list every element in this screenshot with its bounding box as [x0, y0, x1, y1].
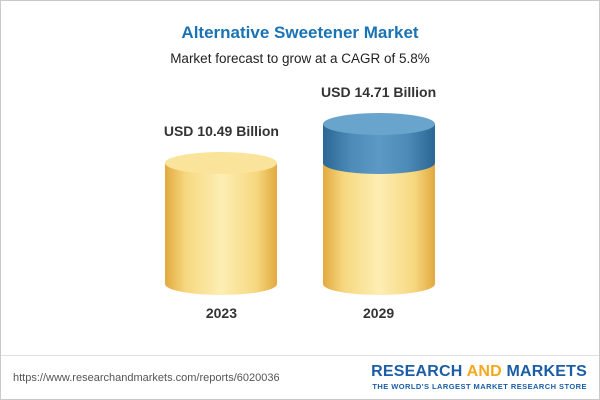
chart-subtitle: Market forecast to grow at a CAGR of 5.8… — [170, 51, 430, 66]
cylinder-bar-2023 — [165, 152, 278, 295]
footer-bar: https://www.researchandmarkets.com/repor… — [1, 355, 599, 399]
value-label-2029: USD 14.71 Billion — [321, 84, 437, 100]
cylinder-top-ellipse-2023 — [165, 152, 278, 174]
logo-wordmark: RESEARCH AND MARKETS — [371, 363, 587, 381]
cylinder-base-segment-2029 — [322, 163, 435, 295]
cylinder-top-ellipse-2029 — [322, 113, 435, 135]
logo-word-research: RESEARCH — [371, 362, 467, 380]
logo-word-and: AND — [466, 362, 502, 380]
category-label-2023: 2023 — [205, 305, 237, 321]
research-and-markets-logo: RESEARCH AND MARKETS THE WORLD'S LARGEST… — [371, 363, 587, 392]
bar-group-2029: USD 14.71 Billion 2029 — [321, 84, 436, 321]
logo-tagline: THE WORLD'S LARGEST MARKET RESEARCH STOR… — [372, 382, 587, 392]
report-url-link[interactable]: https://www.researchandmarkets.com/repor… — [13, 371, 280, 384]
chart-title: Alternative Sweetener Market — [181, 23, 419, 42]
cylinder-body-2023 — [165, 163, 278, 295]
bar-chart: USD 10.49 Billion 2023 USD 14.71 Billion… — [1, 84, 599, 321]
cylinder-bar-2029 — [322, 113, 435, 295]
logo-word-markets: MARKETS — [501, 362, 587, 380]
value-label-2023: USD 10.49 Billion — [163, 123, 279, 139]
category-label-2029: 2029 — [363, 305, 395, 321]
bar-group-2023: USD 10.49 Billion 2023 — [164, 123, 279, 321]
